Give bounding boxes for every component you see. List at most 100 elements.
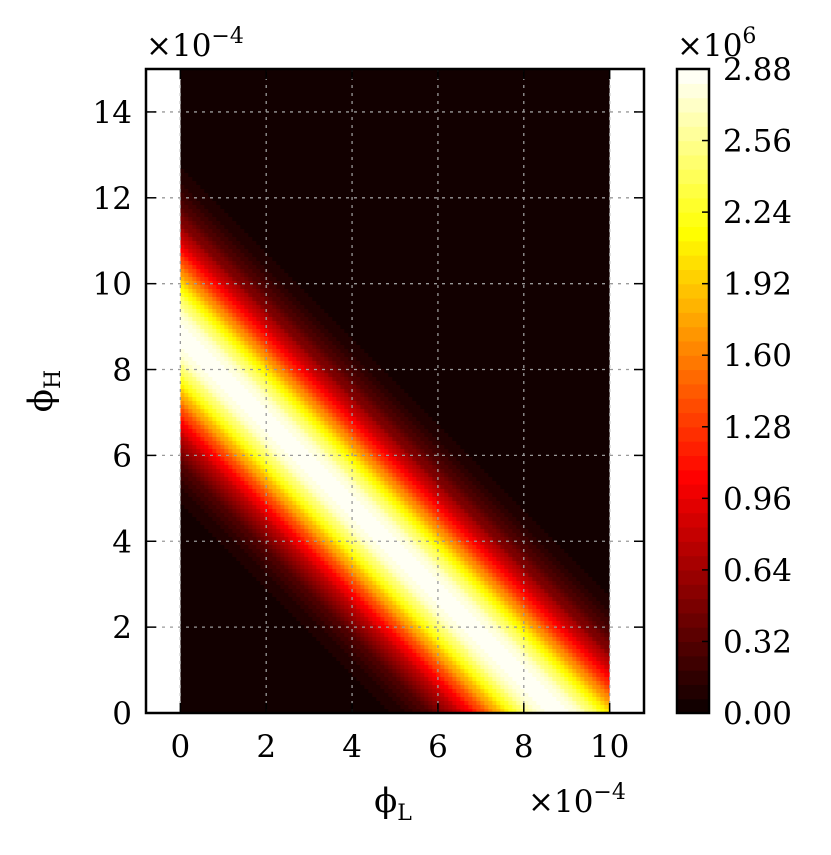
- heatmap-cell: [292, 81, 297, 86]
- heatmap-cell: [448, 245, 453, 250]
- heatmap-cell: [432, 185, 437, 190]
- heatmap-cell: [232, 173, 237, 178]
- heatmap-cell: [424, 81, 429, 86]
- heatmap-cell: [284, 129, 289, 134]
- heatmap-cell: [200, 73, 205, 78]
- heatmap-cell: [568, 89, 573, 94]
- heatmap-cell: [520, 165, 525, 170]
- heatmap-cell: [244, 173, 249, 178]
- heatmap-cell: [596, 197, 601, 202]
- heatmap-cell: [200, 201, 205, 206]
- heatmap-cell: [524, 205, 529, 210]
- heatmap-cell: [328, 113, 333, 118]
- heatmap-cell: [384, 165, 389, 170]
- heatmap-cell: [496, 189, 501, 194]
- heatmap-cell: [372, 81, 377, 86]
- heatmap-cell: [388, 153, 393, 158]
- heatmap-cell: [196, 249, 201, 254]
- heatmap-cell: [376, 213, 381, 218]
- heatmap-cell: [600, 101, 605, 106]
- heatmap-cell: [420, 181, 425, 186]
- heatmap-cell: [544, 81, 549, 86]
- heatmap-cell: [300, 81, 305, 86]
- heatmap-cell: [372, 73, 377, 78]
- heatmap-cell: [240, 225, 245, 230]
- heatmap-cell: [328, 217, 333, 222]
- heatmap-cell: [340, 161, 345, 166]
- heatmap-cell: [304, 197, 309, 202]
- heatmap-cell: [408, 113, 413, 118]
- heatmap-cell: [528, 77, 533, 82]
- heatmap-cell: [524, 121, 529, 126]
- heatmap-cell: [600, 69, 605, 74]
- heatmap-cell: [248, 161, 253, 166]
- heatmap-cell: [468, 129, 473, 134]
- heatmap-cell: [380, 93, 385, 98]
- heatmap-cell: [320, 73, 325, 78]
- heatmap-cell: [456, 165, 461, 170]
- heatmap-cell: [500, 165, 505, 170]
- heatmap-cell: [368, 153, 373, 158]
- heatmap-cell: [248, 81, 253, 86]
- heatmap-cell: [328, 213, 333, 218]
- heatmap-cell: [236, 101, 241, 106]
- heatmap-cell: [344, 77, 349, 82]
- heatmap-cell: [220, 93, 225, 98]
- heatmap-cell: [384, 97, 389, 102]
- heatmap-cell: [320, 145, 325, 150]
- heatmap-cell: [288, 125, 293, 130]
- heatmap-cell: [580, 149, 585, 154]
- heatmap-cell: [424, 125, 429, 130]
- heatmap-cell: [184, 101, 189, 106]
- heatmap-cell: [480, 121, 485, 126]
- heatmap-cell: [436, 161, 441, 166]
- heatmap-cell: [376, 237, 381, 242]
- heatmap-cell: [608, 185, 610, 190]
- heatmap-cell: [436, 129, 441, 134]
- heatmap-cell: [392, 241, 397, 246]
- heatmap-cell: [560, 153, 565, 158]
- heatmap-cell: [256, 221, 261, 226]
- heatmap-cell: [484, 117, 489, 122]
- heatmap-cell: [588, 241, 593, 246]
- heatmap-cell: [228, 245, 233, 250]
- heatmap-cell: [284, 241, 289, 246]
- heatmap-cell: [560, 97, 565, 102]
- heatmap-cell: [188, 109, 193, 114]
- heatmap-cell: [336, 165, 341, 170]
- heatmap-cell: [528, 165, 533, 170]
- heatmap-cell: [464, 209, 469, 214]
- heatmap-cell: [268, 225, 273, 230]
- heatmap-cell: [384, 217, 389, 222]
- heatmap-cell: [396, 73, 401, 78]
- heatmap-cell: [224, 241, 229, 246]
- heatmap-cell: [288, 153, 293, 158]
- heatmap-cell: [568, 237, 573, 242]
- heatmap-cell: [340, 189, 345, 194]
- heatmap-cell: [240, 105, 245, 110]
- heatmap-cell: [584, 165, 589, 170]
- heatmap-cell: [596, 125, 601, 130]
- heatmap-cell: [464, 233, 469, 238]
- heatmap-cell: [276, 193, 281, 198]
- heatmap-cell: [428, 165, 433, 170]
- heatmap-cell: [480, 205, 485, 210]
- heatmap-cell: [336, 137, 341, 142]
- heatmap-cell: [316, 201, 321, 206]
- heatmap-cell: [352, 145, 357, 150]
- heatmap-cell: [576, 101, 581, 106]
- heatmap-cell: [280, 229, 285, 234]
- heatmap-cell: [472, 117, 477, 122]
- heatmap-cell: [440, 121, 445, 126]
- heatmap-cell: [204, 173, 209, 178]
- heatmap-cell: [332, 165, 337, 170]
- heatmap-cell: [580, 217, 585, 222]
- heatmap-cell: [328, 209, 333, 214]
- heatmap-cell: [420, 101, 425, 106]
- heatmap-cell: [500, 69, 505, 74]
- heatmap-cell: [208, 161, 213, 166]
- heatmap-cell: [428, 69, 433, 74]
- heatmap-cell: [248, 177, 253, 182]
- heatmap-cell: [544, 93, 549, 98]
